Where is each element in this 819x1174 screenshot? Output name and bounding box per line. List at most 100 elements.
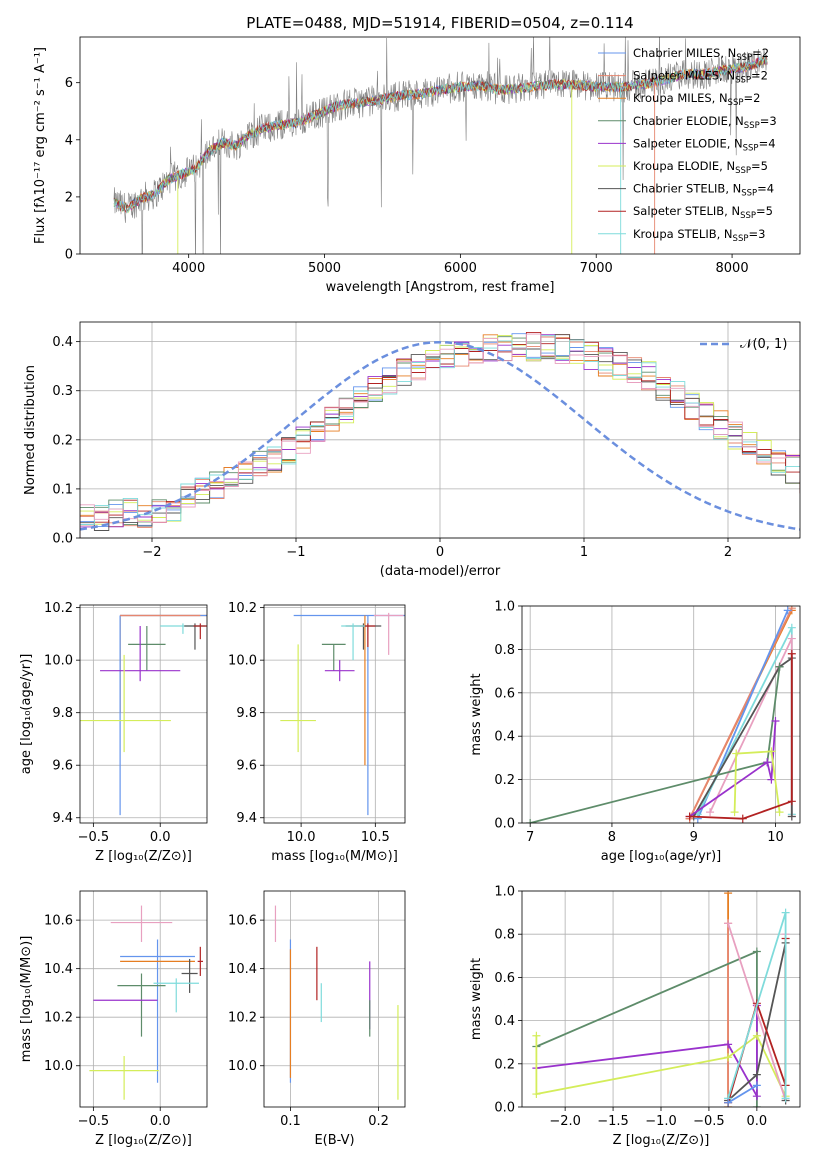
y-tick-label: 0.4 — [494, 1014, 515, 1029]
plot-area — [113, 37, 768, 254]
legend-entry-sub: SSP — [736, 53, 752, 63]
legend-entry: Chabrier ELODIE, NSSP=3 — [633, 114, 777, 131]
series-line-chabrier-miles — [727, 1084, 758, 1104]
plot-area — [526, 606, 796, 823]
series-marker-pink — [724, 919, 733, 928]
series-marker-salpeter-elodie — [763, 758, 772, 767]
x-tick-label: 7 — [526, 830, 534, 845]
residuals-panel: −2 −1 0 1 2 0.0 0.1 0.2 0.3 0.4 (data-model)/error… — [23, 321, 801, 579]
x-tick-label: 0.0 — [150, 1114, 171, 1129]
y-tick-label: 0.4 — [52, 335, 73, 350]
y-tick-label: 4 — [65, 133, 73, 148]
series-marker-kroupa-elodie — [730, 808, 739, 817]
series-marker-kroupa-elodie — [724, 1053, 733, 1062]
y-tick-label: 9.4 — [52, 811, 73, 826]
legend-entry-name: Chabrier MILES, N — [633, 46, 736, 60]
mass-weight-vs-age-panel: 7 8 9 10 0.0 0.2 0.4 0.6 0.8 1.0 age [log₁₀(age/yr… — [469, 600, 801, 864]
x-axis-label: wavelength [Angstrom, rest frame] — [326, 280, 555, 295]
x-tick-label: 10 — [767, 830, 784, 845]
legend-entry-sub: SSP — [744, 121, 760, 131]
x-tick-label: 0 — [436, 545, 444, 560]
x-axis-label: Z [log₁₀(Z/Z⊙)] — [95, 1133, 192, 1148]
y-tick-label: 0 — [65, 248, 73, 263]
legend-entry-suffix: =5 — [756, 204, 773, 218]
series-marker-kroupa-stelib — [781, 1094, 790, 1103]
residual-histogram-salpeter-elodie — [80, 334, 800, 538]
y-tick-label: 0.0 — [494, 817, 515, 832]
series-line-kroupa-elodie — [733, 750, 781, 813]
series-line-salpeter-stelib — [689, 653, 793, 820]
legend-entry-name: Salpeter ELODIE, N — [633, 136, 743, 150]
residual-histogram-kroupa-stelib — [80, 335, 800, 538]
y-tick-label: 0.3 — [52, 384, 73, 399]
series-marker-salpeter-stelib — [685, 812, 694, 821]
x-tick-label: −0.5 — [693, 1114, 725, 1129]
legend-entry: 𝒩(0, 1) — [740, 337, 787, 352]
x-axis-label: (data-model)/error — [380, 564, 501, 579]
series-marker-pink — [787, 634, 796, 643]
y-tick-label: 10.2 — [228, 1011, 257, 1026]
mass-vs-metallicity-panel: −0.5 0.0 10.0 10.2 10.4 10.6 Z [log₁₀(Z/Z⊙)] ma… — [19, 890, 208, 1148]
y-axis-label: mass [log₁₀(M/M⊙)] — [19, 936, 34, 1063]
series-marker-kroupa-elodie — [532, 1031, 541, 1040]
y-tick-label: 6 — [65, 76, 73, 91]
y-tick-label: 0.0 — [494, 1101, 515, 1116]
x-tick-label: 10.5 — [361, 830, 390, 845]
x-tick-label: −0.5 — [78, 1114, 110, 1129]
x-tick-label: 4000 — [172, 261, 205, 276]
y-tick-label: 9.4 — [236, 811, 257, 826]
y-tick-label: 0.0 — [52, 532, 73, 547]
residual-histogram-kroupa-elodie — [80, 335, 800, 538]
series-marker-salpeter-miles — [787, 606, 796, 613]
residual-histogram-chabrier-stelib — [80, 334, 800, 538]
y-tick-label: 2 — [65, 190, 73, 205]
y-axis-label: Normed distribution — [23, 365, 38, 495]
axes-frame — [263, 604, 406, 824]
legend-entry: Salpeter ELODIE, NSSP=4 — [633, 136, 776, 153]
series-marker-kroupa-elodie — [752, 1031, 761, 1040]
axes-frame — [79, 604, 208, 824]
mass-vs-ebv-panel: 0.1 0.2 10.0 10.2 10.4 10.6 E(B-V) — [228, 890, 406, 1148]
series-marker-kroupa-miles — [724, 891, 733, 898]
legend-entry: Kroupa MILES, NSSP=2 — [633, 91, 760, 108]
y-tick-label: 0.8 — [494, 643, 515, 658]
plot-area — [89, 905, 203, 1100]
legend-entry-sub: SSP — [728, 98, 744, 108]
x-tick-label: −1.5 — [597, 1114, 629, 1129]
y-tick-label: 10.2 — [44, 1011, 73, 1026]
x-tick-label: 0.0 — [150, 830, 171, 845]
y-tick-label: 9.8 — [52, 706, 73, 721]
observed-spectrum-line — [113, 37, 768, 254]
y-tick-label: 1.0 — [494, 885, 515, 900]
legend-entry-sub: SSP — [741, 189, 757, 199]
y-tick-label: 10.0 — [44, 654, 73, 669]
y-tick-label: 0.4 — [494, 730, 515, 745]
series-marker-chabrier-miles — [752, 1081, 761, 1090]
y-tick-label: 10.0 — [228, 1059, 257, 1074]
x-tick-label: 0.2 — [368, 1114, 389, 1129]
x-tick-label: −2 — [142, 545, 161, 560]
x-tick-label: −2.0 — [549, 1114, 581, 1129]
x-tick-label: 8 — [608, 830, 616, 845]
age-vs-mass-panel: 10.0 10.5 9.4 9.6 9.8 10.0 10.2 mass [log₁₀(M/M… — [228, 601, 406, 864]
legend-entry-name: Kroupa MILES, N — [633, 91, 728, 105]
plot-area — [80, 331, 800, 538]
x-tick-label: 1 — [580, 545, 588, 560]
y-tick-label: 1.0 — [494, 600, 515, 615]
x-tick-label: 8000 — [716, 261, 749, 276]
x-tick-label: 7000 — [580, 261, 613, 276]
series-marker-chabrier-stelib — [752, 1070, 761, 1079]
series-marker-chabrier-elodie — [526, 819, 535, 823]
legend-entry: Kroupa STELIB, NSSP=3 — [633, 227, 765, 244]
y-tick-label: 0.2 — [494, 773, 515, 788]
series-marker-chabrier-elodie — [775, 662, 784, 671]
legend-entry-suffix: =3 — [748, 227, 765, 241]
y-tick-label: 9.8 — [236, 706, 257, 721]
x-axis-label: E(B-V) — [314, 1133, 354, 1148]
series-marker-salpeter-stelib — [738, 814, 747, 823]
series-marker-kroupa-elodie — [532, 1090, 541, 1099]
y-tick-label: 0.6 — [494, 971, 515, 986]
y-tick-label: 10.2 — [228, 601, 257, 616]
y-axis-label: mass weight — [469, 958, 484, 1040]
y-axis-label: mass weight — [469, 673, 484, 755]
